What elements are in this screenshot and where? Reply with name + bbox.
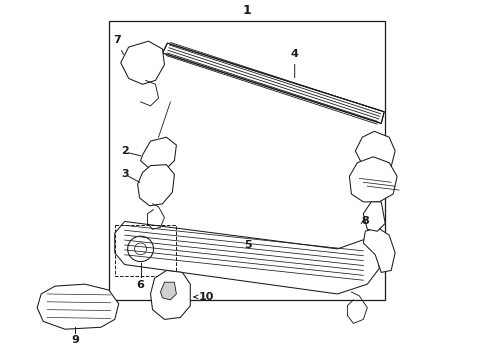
Text: 9: 9	[71, 335, 79, 345]
Text: 4: 4	[291, 49, 298, 78]
Polygon shape	[355, 131, 395, 172]
Text: 5: 5	[244, 240, 252, 250]
Polygon shape	[363, 227, 395, 273]
Text: 8: 8	[361, 216, 369, 226]
Polygon shape	[141, 137, 176, 171]
Text: 7: 7	[113, 35, 123, 54]
Polygon shape	[121, 41, 165, 84]
Polygon shape	[37, 284, 119, 329]
Polygon shape	[161, 282, 176, 300]
Text: 10: 10	[198, 292, 214, 302]
Polygon shape	[115, 221, 379, 294]
Bar	[115, 225, 176, 276]
Polygon shape	[138, 165, 174, 206]
Text: 6: 6	[137, 280, 145, 290]
Polygon shape	[349, 157, 397, 202]
Polygon shape	[150, 270, 190, 319]
Text: 1: 1	[243, 4, 251, 17]
Polygon shape	[163, 43, 384, 123]
Polygon shape	[363, 202, 385, 231]
Text: 3: 3	[121, 170, 129, 179]
Text: 2: 2	[121, 146, 129, 156]
Bar	[109, 21, 385, 300]
